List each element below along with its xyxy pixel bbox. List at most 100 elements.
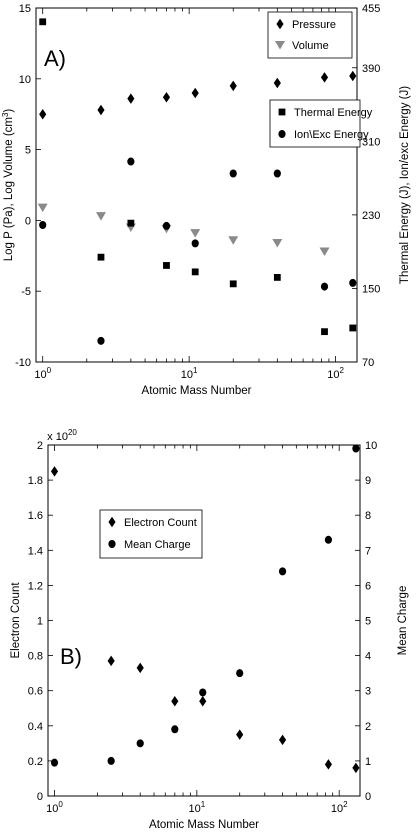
point-pressure <box>191 87 199 99</box>
point-pressure <box>349 70 357 82</box>
point-mean-charge <box>278 567 287 576</box>
y-left-tick-label: -5 <box>21 286 31 298</box>
y-left-tick-label: 1.8 <box>28 475 43 487</box>
y-right-axis-label: Mean Charge <box>397 586 409 656</box>
y-right-tick-label: 70 <box>362 357 374 369</box>
y-left-tick-label: 0.4 <box>28 721 43 733</box>
point-ion-exc-energy <box>39 220 47 229</box>
y-right-axis-label: Thermal Energy (J), Ion/exc Energy (J) <box>399 86 411 284</box>
point-thermal-energy <box>321 328 328 336</box>
legend-marker <box>276 18 284 30</box>
y-right-tick-label: 5 <box>365 616 371 628</box>
point-electron-count <box>324 759 332 770</box>
point-ion-exc-energy <box>320 282 329 291</box>
panel-label: B) <box>60 644 82 669</box>
y-left-tick-label: 0.2 <box>28 756 43 768</box>
point-mean-charge <box>324 535 333 544</box>
y-left-tick-label: 1.4 <box>28 545 43 557</box>
point-ion-exc-energy <box>349 278 357 287</box>
legend-label: Pressure <box>292 19 336 31</box>
y-left-tick-label: 2 <box>37 440 43 452</box>
point-pressure <box>162 91 171 103</box>
y-right-tick-label: 6 <box>365 580 371 592</box>
y-left-axis-label: Log P (Pa), Log Volume (cm3) <box>1 109 15 262</box>
legend-marker <box>275 41 285 50</box>
y-left-tick-label: 15 <box>19 3 31 15</box>
point-thermal-energy <box>127 219 135 227</box>
point-electron-count <box>278 734 287 746</box>
y-left-tick-label: 1 <box>37 616 43 628</box>
point-thermal-energy <box>229 280 237 288</box>
plot-frame <box>47 444 361 797</box>
y-right-tick-label: 2 <box>365 721 371 733</box>
x-tick-label: 100 <box>46 800 63 815</box>
x-tick-label: 102 <box>327 366 344 381</box>
point-volume <box>37 203 48 213</box>
point-thermal-energy <box>349 324 357 332</box>
point-electron-count <box>352 762 360 774</box>
plot-frame <box>35 7 358 363</box>
y-right-tick-label: 150 <box>362 283 380 295</box>
x-axis-label: Atomic Mass Number <box>149 819 259 831</box>
y-right-tick-label: 9 <box>365 475 371 487</box>
point-mean-charge <box>136 739 144 748</box>
y-right-tick-label: 455 <box>362 3 380 15</box>
y-right-tick-label: 3 <box>365 686 371 698</box>
point-mean-charge <box>107 756 115 765</box>
y-left-tick-label: 0.6 <box>28 686 43 698</box>
point-ion-exc-energy <box>273 169 281 178</box>
point-thermal-energy <box>39 18 47 26</box>
point-volume <box>319 247 330 257</box>
y-left-tick-label: 5 <box>25 145 31 157</box>
legend-marker <box>278 130 286 138</box>
legend-label: Thermal Energy <box>294 107 373 119</box>
legend-label: Electron Count <box>124 517 197 529</box>
point-pressure <box>273 77 281 89</box>
x-tick-label: 100 <box>34 366 51 381</box>
y-left-tick-label: 0 <box>25 215 31 227</box>
y-left-tick-label: 1.6 <box>28 510 43 522</box>
point-pressure <box>127 93 135 104</box>
legend-box <box>99 509 203 559</box>
point-electron-count <box>236 729 244 740</box>
point-electron-count <box>50 466 59 477</box>
legend-label: Ion\Exc Energy <box>294 129 369 141</box>
y-left-tick-label: 0 <box>37 791 43 803</box>
y-right-tick-label: 8 <box>365 510 371 522</box>
point-ion-exc-energy <box>162 221 171 230</box>
y-multiplier-label: x 1020 <box>47 428 77 443</box>
point-electron-count <box>171 695 179 707</box>
y-left-tick-label: 0.8 <box>28 651 43 663</box>
chart-panel-a: 100 101 102 Atomic Mass Number -10 -5 0 5 10 15 70… <box>1 3 411 397</box>
y-right-tick-label: 10 <box>365 440 377 452</box>
point-thermal-energy <box>273 274 281 281</box>
y-left-tick-label: 1.2 <box>28 580 43 592</box>
point-mean-charge <box>171 725 179 734</box>
y-right-tick-label: 230 <box>362 210 380 222</box>
point-pressure <box>97 104 105 116</box>
point-mean-charge <box>50 758 59 767</box>
point-ion-exc-energy <box>97 336 105 345</box>
legend-label: Volume <box>292 40 329 52</box>
point-pressure <box>320 72 329 83</box>
y-right-tick-label: 0 <box>365 791 371 803</box>
x-tick-label: 101 <box>189 800 206 815</box>
point-volume <box>272 239 283 248</box>
point-ion-exc-energy <box>127 157 135 166</box>
y-left-axis-label: Electron Count <box>10 582 22 659</box>
point-thermal-energy <box>97 253 105 261</box>
x-tick-label: 102 <box>331 800 348 815</box>
point-volume <box>190 229 201 238</box>
y-left-tick-label: 10 <box>19 74 31 86</box>
y-right-tick-label: 390 <box>362 63 380 75</box>
point-mean-charge <box>199 688 207 697</box>
point-mean-charge <box>352 444 360 453</box>
point-electron-count <box>136 662 144 674</box>
point-volume <box>228 236 239 245</box>
legend-marker <box>278 108 286 116</box>
y-right-tick-label: 310 <box>362 136 380 148</box>
point-mean-charge <box>236 669 244 678</box>
legend-label: Mean Charge <box>124 539 191 551</box>
